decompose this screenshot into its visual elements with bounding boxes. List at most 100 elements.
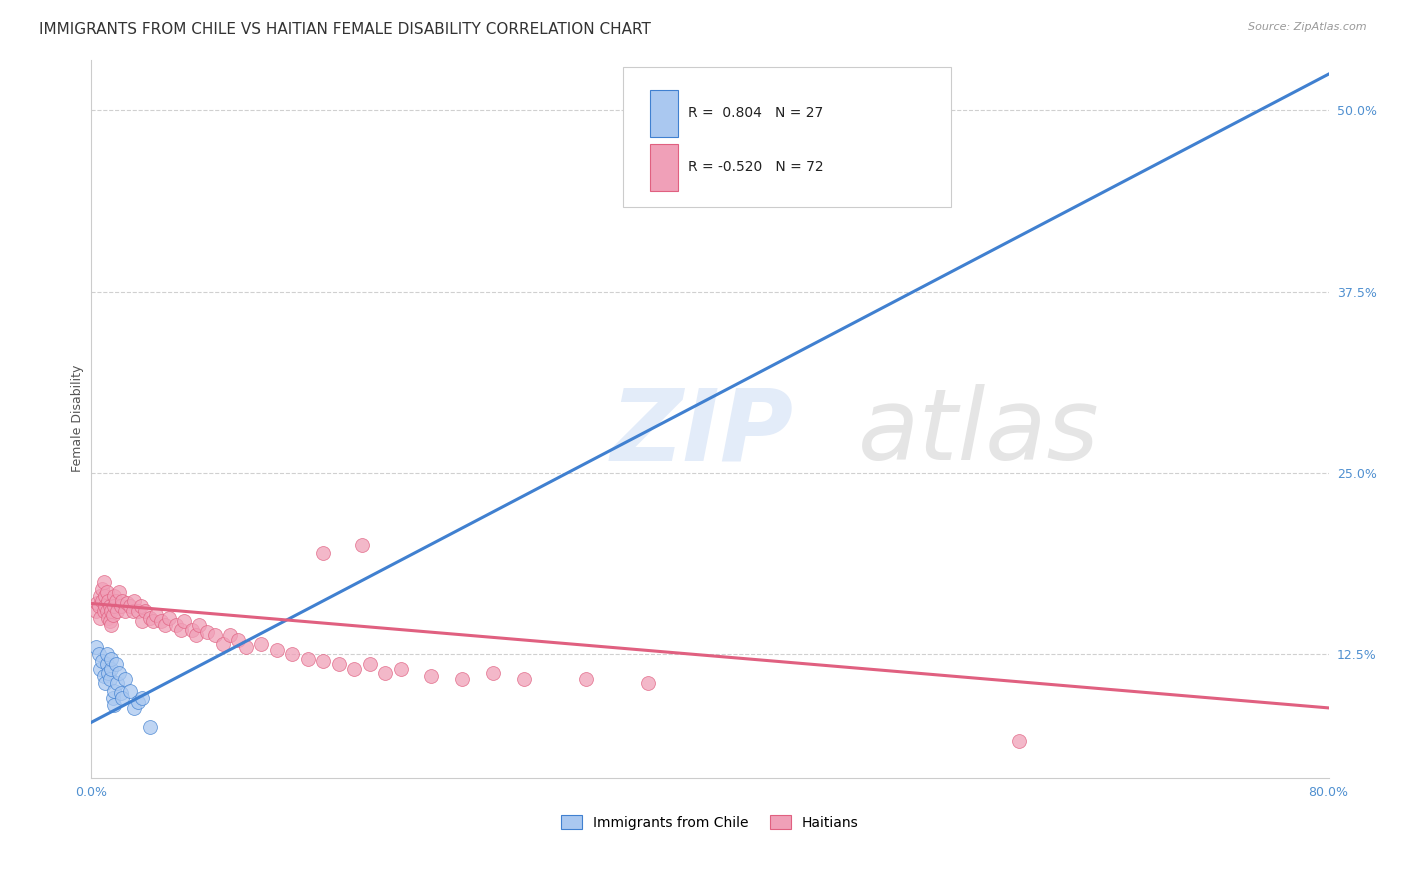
Point bbox=[575, 672, 598, 686]
Point bbox=[101, 690, 124, 705]
Point bbox=[853, 161, 876, 176]
Point bbox=[87, 599, 110, 614]
Point bbox=[226, 632, 249, 647]
Point bbox=[103, 589, 125, 603]
Point bbox=[1008, 734, 1031, 748]
Point bbox=[97, 593, 120, 607]
Point bbox=[149, 614, 172, 628]
Text: R =  0.804   N = 27: R = 0.804 N = 27 bbox=[688, 106, 823, 120]
Point bbox=[118, 683, 141, 698]
FancyBboxPatch shape bbox=[651, 144, 678, 191]
Point bbox=[94, 599, 117, 614]
Point bbox=[211, 637, 233, 651]
Text: atlas: atlas bbox=[859, 384, 1099, 482]
Point bbox=[122, 604, 145, 618]
Point bbox=[186, 628, 208, 642]
Point bbox=[98, 614, 121, 628]
Point bbox=[312, 655, 335, 669]
Point bbox=[170, 623, 193, 637]
Point bbox=[359, 657, 381, 672]
Point bbox=[173, 614, 195, 628]
Point bbox=[100, 651, 122, 665]
Point bbox=[100, 662, 122, 676]
Point bbox=[195, 625, 218, 640]
Point bbox=[139, 611, 162, 625]
Point bbox=[107, 604, 129, 618]
Point bbox=[89, 611, 111, 625]
Point bbox=[297, 651, 319, 665]
Point bbox=[513, 672, 536, 686]
Point bbox=[420, 669, 443, 683]
Point bbox=[96, 604, 118, 618]
Point bbox=[84, 640, 107, 654]
Point bbox=[188, 618, 211, 632]
Point bbox=[180, 623, 202, 637]
FancyBboxPatch shape bbox=[651, 90, 678, 136]
Point bbox=[281, 647, 304, 661]
Point bbox=[131, 614, 153, 628]
Text: IMMIGRANTS FROM CHILE VS HAITIAN FEMALE DISABILITY CORRELATION CHART: IMMIGRANTS FROM CHILE VS HAITIAN FEMALE … bbox=[39, 22, 651, 37]
Point bbox=[145, 608, 167, 623]
Point bbox=[111, 593, 134, 607]
Point bbox=[98, 599, 121, 614]
Point bbox=[103, 599, 125, 614]
Point bbox=[111, 690, 134, 705]
Point bbox=[93, 574, 115, 589]
Point bbox=[98, 672, 121, 686]
Point bbox=[93, 669, 115, 683]
Point bbox=[165, 618, 187, 632]
Point bbox=[94, 676, 117, 690]
Point bbox=[451, 672, 474, 686]
Point bbox=[235, 640, 257, 654]
Point bbox=[110, 599, 132, 614]
Point bbox=[204, 628, 226, 642]
Point bbox=[118, 599, 141, 614]
Point bbox=[96, 647, 118, 661]
Point bbox=[108, 666, 131, 681]
Point bbox=[84, 604, 107, 618]
Point bbox=[124, 701, 146, 715]
Point bbox=[124, 593, 146, 607]
Point bbox=[96, 585, 118, 599]
Point bbox=[142, 614, 165, 628]
Point bbox=[637, 676, 659, 690]
Text: Source: ZipAtlas.com: Source: ZipAtlas.com bbox=[1249, 22, 1367, 32]
Point bbox=[104, 593, 127, 607]
Point bbox=[108, 585, 131, 599]
Point bbox=[97, 666, 120, 681]
Point bbox=[127, 695, 149, 709]
Point bbox=[96, 657, 118, 672]
Point bbox=[157, 611, 180, 625]
Point bbox=[266, 643, 288, 657]
Point bbox=[114, 604, 136, 618]
Point bbox=[131, 690, 153, 705]
Point bbox=[343, 662, 366, 676]
Legend: Immigrants from Chile, Haitians: Immigrants from Chile, Haitians bbox=[555, 809, 863, 835]
Point bbox=[100, 618, 122, 632]
Point bbox=[134, 604, 156, 618]
Point bbox=[115, 597, 138, 611]
FancyBboxPatch shape bbox=[623, 67, 952, 207]
Point bbox=[107, 676, 129, 690]
Point bbox=[219, 628, 242, 642]
Point bbox=[110, 686, 132, 700]
Point bbox=[103, 698, 125, 712]
Point bbox=[94, 589, 117, 603]
Point bbox=[389, 662, 412, 676]
Point bbox=[89, 589, 111, 603]
Point bbox=[97, 611, 120, 625]
Point bbox=[328, 657, 350, 672]
Point bbox=[350, 539, 373, 553]
Point bbox=[127, 604, 149, 618]
Point bbox=[100, 604, 122, 618]
Point bbox=[250, 637, 273, 651]
Point bbox=[114, 672, 136, 686]
Point bbox=[374, 666, 396, 681]
Point bbox=[101, 608, 124, 623]
Point bbox=[155, 618, 177, 632]
Point bbox=[93, 604, 115, 618]
Point bbox=[312, 546, 335, 560]
Point bbox=[139, 720, 162, 734]
Text: ZIP: ZIP bbox=[610, 384, 794, 482]
Point bbox=[91, 593, 114, 607]
